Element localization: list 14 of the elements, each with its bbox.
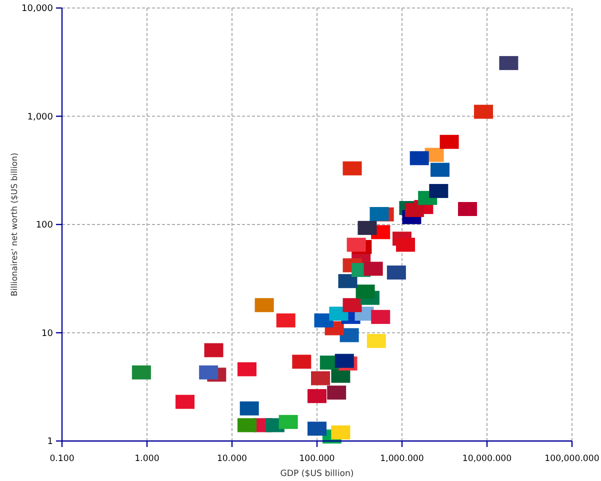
y-tick-label: 10,000 bbox=[22, 4, 54, 14]
x-tick-label: 0.100 bbox=[50, 454, 74, 464]
x-tick-label: 10.000 bbox=[216, 454, 248, 464]
y-axis-title: Billionaires' net worth ($US billion) bbox=[9, 152, 19, 296]
x-tick-label: 10,000.000 bbox=[462, 454, 512, 464]
x-tick-label: 100.000 bbox=[299, 454, 335, 464]
x-axis-title: GDP ($US billion) bbox=[280, 469, 354, 479]
y-tick-label: 100 bbox=[36, 220, 54, 231]
x-tick-label: 1.000 bbox=[134, 454, 160, 464]
x-tick-label: 1,000.000 bbox=[380, 454, 424, 464]
x-tick-label: 100,000.000 bbox=[544, 454, 600, 464]
y-tick-label: 1,000 bbox=[27, 112, 54, 122]
y-tick-label: 1 bbox=[47, 437, 53, 448]
y-tick-label: 10 bbox=[42, 328, 54, 339]
